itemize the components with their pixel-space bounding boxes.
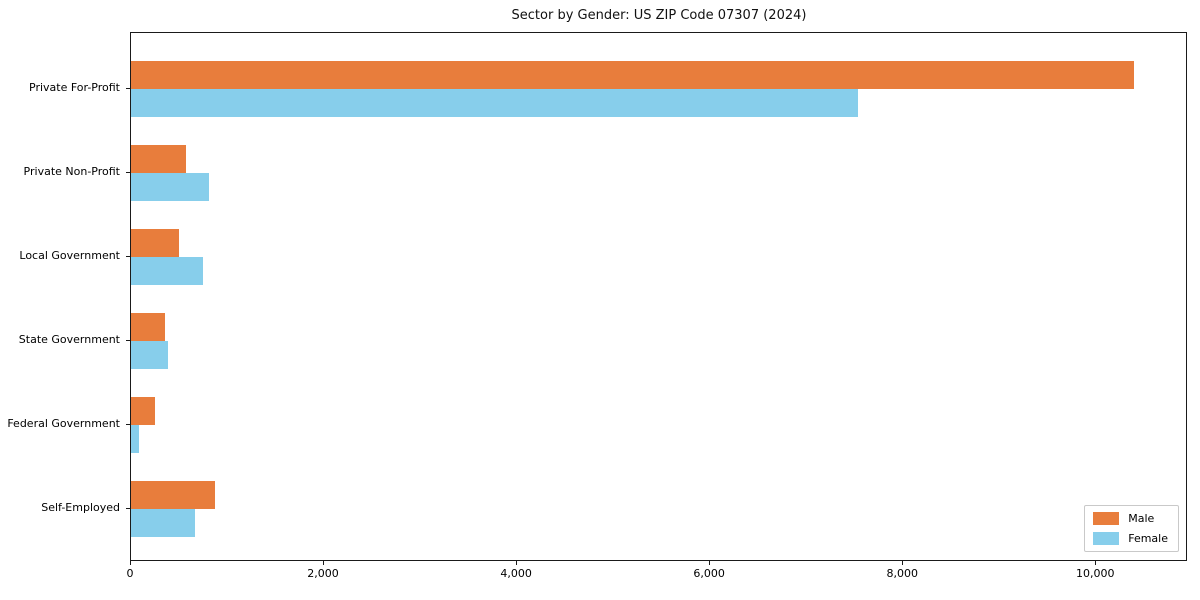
bar-male-federal-government [131, 397, 156, 425]
legend-swatch-female [1093, 532, 1120, 545]
x-axis-label-4000: 4,000 [500, 567, 532, 580]
y-tick-local-government [126, 256, 130, 257]
legend-entry-female: Female [1093, 532, 1168, 545]
x-axis-label-2000: 2,000 [307, 567, 339, 580]
x-tick-6000 [709, 561, 711, 565]
x-axis-label-8000: 8,000 [886, 567, 918, 580]
bar-female-local-government [131, 257, 204, 285]
plot-area: Male Female [130, 32, 1187, 561]
x-tick-0 [130, 561, 131, 565]
bar-female-private-non-profit [131, 173, 210, 201]
y-axis-label-private-non-profit: Private Non-Profit [23, 165, 120, 178]
legend-swatch-male [1093, 512, 1120, 525]
y-axis-label-local-government: Local Government [19, 249, 120, 262]
x-tick-2000 [323, 561, 325, 565]
y-axis-label-private-for-profit: Private For-Profit [29, 81, 120, 94]
bar-female-state-government [131, 341, 169, 369]
bar-male-state-government [131, 313, 165, 341]
y-axis-label-federal-government: Federal Government [7, 417, 120, 430]
x-axis-label-0: 0 [126, 567, 134, 580]
bar-female-private-for-profit [131, 89, 859, 117]
legend-label-female: Female [1128, 531, 1168, 545]
x-tick-4000 [516, 561, 518, 565]
y-axis-label-state-government: State Government [18, 333, 120, 346]
bar-female-self-employed [131, 509, 196, 537]
bar-female-federal-government [131, 425, 139, 453]
x-tick-10000 [1095, 561, 1097, 565]
x-axis-label-6000: 6,000 [693, 567, 725, 580]
x-axis-label-10000: 10,000 [1076, 567, 1115, 580]
y-tick-federal-government [126, 424, 130, 425]
legend: Male Female [1084, 505, 1179, 552]
bar-male-private-non-profit [131, 145, 186, 173]
x-tick-8000 [902, 561, 904, 565]
y-tick-state-government [126, 340, 130, 341]
bar-male-private-for-profit [131, 61, 1134, 89]
legend-entry-male: Male [1093, 512, 1168, 525]
bar-male-self-employed [131, 481, 215, 509]
y-tick-private-for-profit [126, 88, 130, 89]
legend-label-male: Male [1128, 511, 1155, 525]
y-tick-private-non-profit [126, 172, 130, 173]
chart-title: Sector by Gender: US ZIP Code 07307 (202… [511, 8, 807, 23]
y-tick-self-employed [126, 508, 130, 509]
y-axis-label-self-employed: Self-Employed [41, 501, 120, 514]
bar-male-local-government [131, 229, 180, 257]
